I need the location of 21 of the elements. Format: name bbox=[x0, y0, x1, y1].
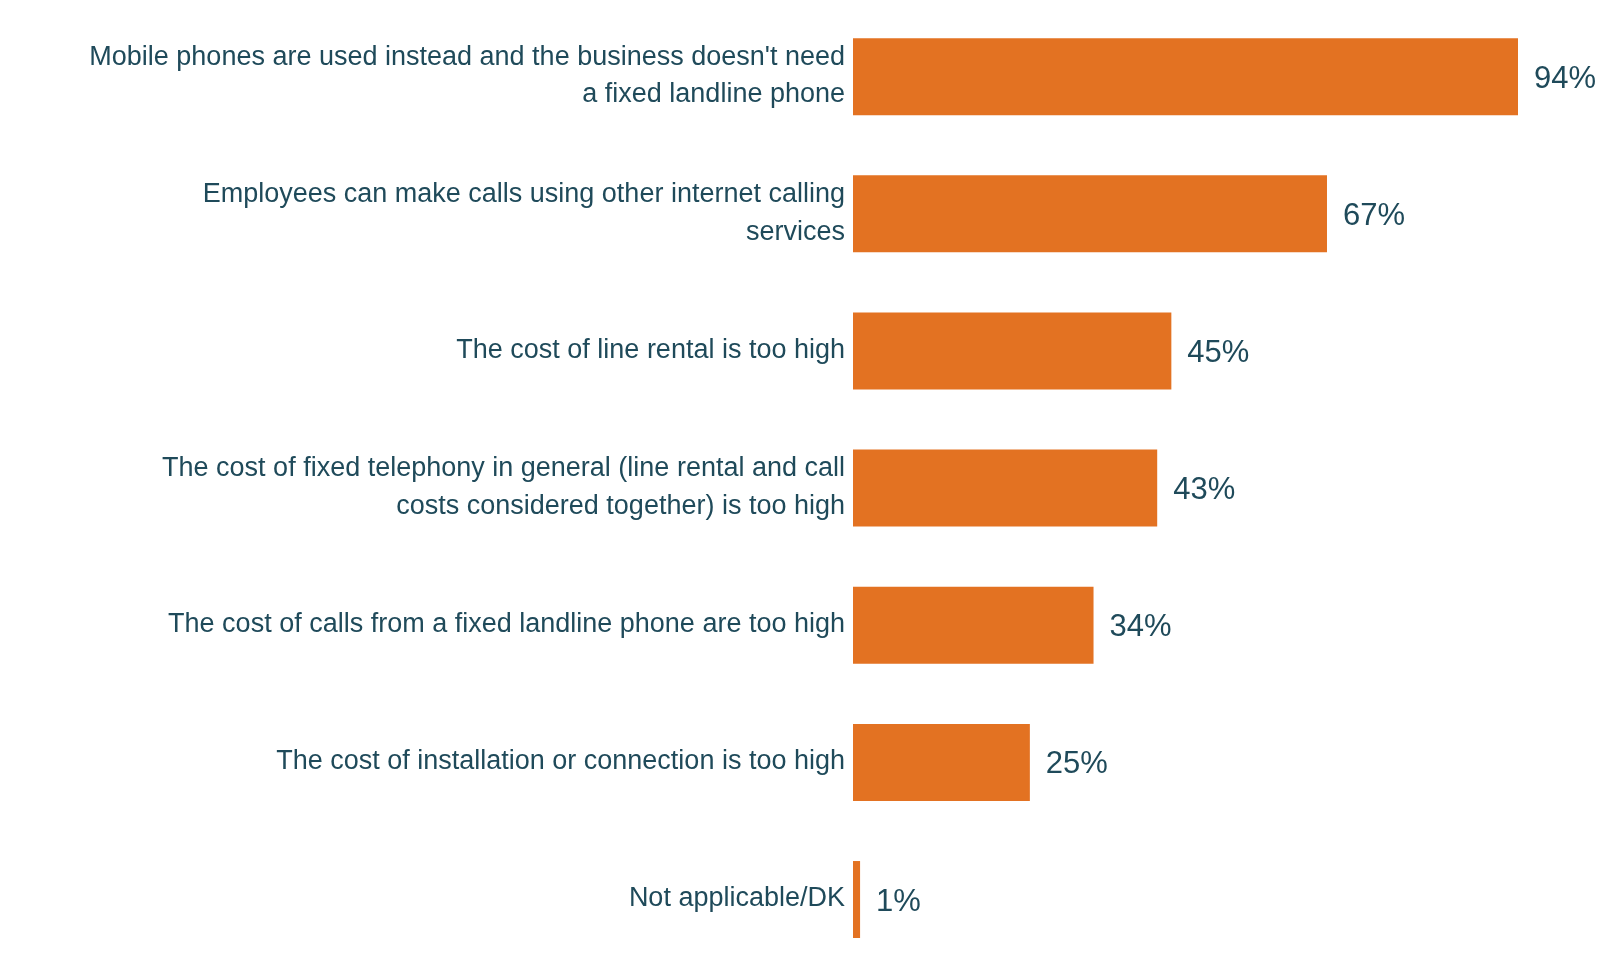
bar bbox=[853, 312, 1172, 390]
bar bbox=[853, 586, 1094, 664]
y-tick-label: Employees can make calls using other internet calling services bbox=[202, 177, 845, 246]
bar bbox=[853, 175, 1327, 253]
y-tick-label: Not applicable/DK bbox=[628, 882, 845, 913]
y-tick-label: The cost of calls from a fixed landline phone are too high bbox=[168, 608, 845, 639]
data-label: 34% bbox=[1109, 608, 1172, 644]
y-tick-label: The cost of fixed telephony in general (line rental and call costs considered together) is too high bbox=[162, 452, 845, 521]
data-label: 67% bbox=[1342, 196, 1406, 232]
data-label: 43% bbox=[1173, 471, 1236, 507]
y-tick-label: The cost of installation or connection is too high bbox=[276, 745, 845, 776]
bar bbox=[853, 449, 1158, 527]
bar bbox=[853, 723, 1030, 801]
data-label: 25% bbox=[1045, 745, 1108, 781]
y-tick-label: The cost of line rental is too high bbox=[456, 333, 845, 364]
bar bbox=[853, 38, 1518, 116]
data-label: 94% bbox=[1534, 59, 1597, 95]
data-label: 45% bbox=[1187, 333, 1250, 369]
y-tick-label: Mobile phones are used instead and the business doesn't need a fixed landline phone bbox=[89, 40, 845, 109]
bar bbox=[853, 861, 861, 939]
data-label: 1% bbox=[876, 882, 921, 918]
